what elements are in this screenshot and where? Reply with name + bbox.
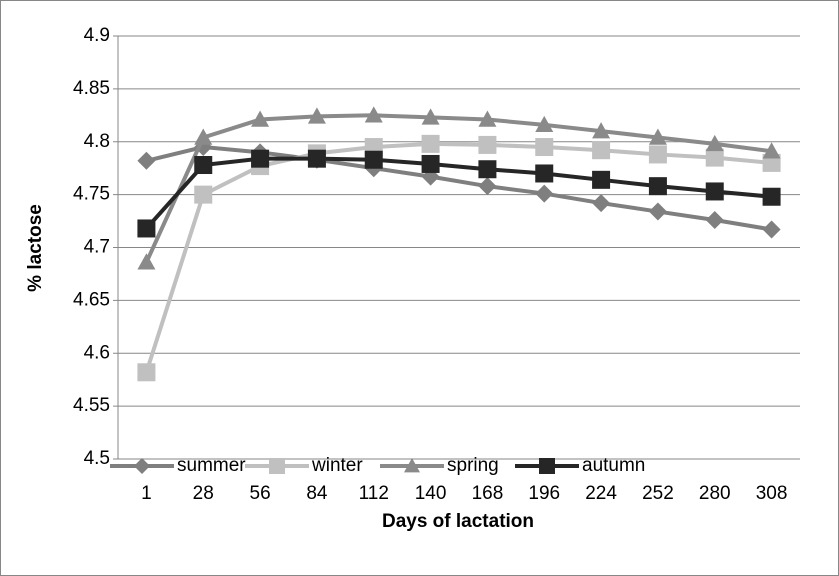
- y-tick-label: 4.7: [84, 237, 110, 258]
- x-tick-label: 252: [642, 483, 674, 504]
- legend-marker: [269, 458, 285, 474]
- marker: [194, 156, 213, 175]
- marker: [648, 202, 667, 221]
- marker: [364, 150, 383, 169]
- series-line: [145, 145, 772, 232]
- x-tick-label: 224: [585, 483, 617, 504]
- marker: [478, 177, 497, 196]
- y-tick-label: 4.75: [73, 184, 110, 205]
- x-tick-label: 168: [472, 483, 504, 504]
- x-axis-title: Days of lactation: [382, 511, 534, 532]
- marker: [251, 149, 270, 168]
- legend-label: winter: [311, 455, 363, 476]
- legend-label: summer: [177, 455, 246, 476]
- marker: [705, 134, 724, 152]
- marker: [364, 106, 383, 123]
- y-tick-label: 4.9: [84, 25, 110, 46]
- y-tick-label: 4.8: [84, 131, 110, 152]
- marker: [421, 154, 440, 173]
- marker: [478, 110, 497, 127]
- marker: [194, 185, 213, 204]
- marker: [705, 211, 724, 230]
- marker: [592, 194, 611, 213]
- y-tick-label: 4.85: [73, 78, 110, 99]
- x-tick-label: 308: [756, 483, 788, 504]
- series-line: [144, 141, 772, 373]
- marker: [762, 220, 781, 239]
- series-line: [144, 156, 772, 230]
- legend-marker: [404, 458, 420, 473]
- marker: [535, 115, 554, 133]
- legend-marker: [539, 458, 555, 474]
- marker: [194, 128, 213, 145]
- y-tick-label: 4.5: [84, 448, 110, 469]
- legend-label: autumn: [582, 455, 645, 476]
- marker: [592, 170, 611, 189]
- marker: [137, 253, 156, 270]
- x-tick-label: 280: [699, 483, 731, 504]
- x-tick-label: 112: [359, 483, 389, 504]
- marker: [251, 110, 270, 127]
- x-tick-label: 56: [250, 483, 271, 504]
- y-tick-label: 4.65: [73, 289, 110, 310]
- marker: [137, 363, 156, 382]
- marker: [648, 145, 667, 164]
- marker: [762, 142, 781, 159]
- marker: [421, 134, 440, 153]
- x-tick-label: 84: [306, 483, 328, 504]
- marker: [535, 138, 554, 157]
- marker: [592, 141, 611, 160]
- marker: [535, 164, 554, 183]
- series-line: [144, 113, 772, 264]
- y-tick-label: 4.6: [84, 342, 110, 363]
- x-tick-label: 140: [415, 483, 447, 504]
- y-tick-label: 4.55: [73, 395, 110, 416]
- marker: [592, 122, 611, 139]
- x-tick-label: 28: [193, 483, 214, 504]
- marker: [535, 184, 554, 203]
- marker: [705, 148, 724, 167]
- marker: [762, 187, 781, 206]
- marker: [307, 107, 326, 124]
- legend-marker: [134, 458, 150, 474]
- marker: [648, 177, 667, 196]
- legend-label: spring: [447, 455, 499, 476]
- marker: [137, 151, 156, 170]
- marker: [307, 149, 326, 168]
- x-tick-label: 1: [141, 483, 152, 504]
- marker: [478, 160, 497, 179]
- marker: [648, 128, 667, 145]
- y-axis-title: % lactose: [25, 204, 46, 292]
- marker: [421, 108, 440, 125]
- marker: [137, 219, 156, 238]
- x-tick-label: 196: [528, 483, 560, 504]
- marker: [478, 135, 497, 154]
- marker: [705, 182, 724, 201]
